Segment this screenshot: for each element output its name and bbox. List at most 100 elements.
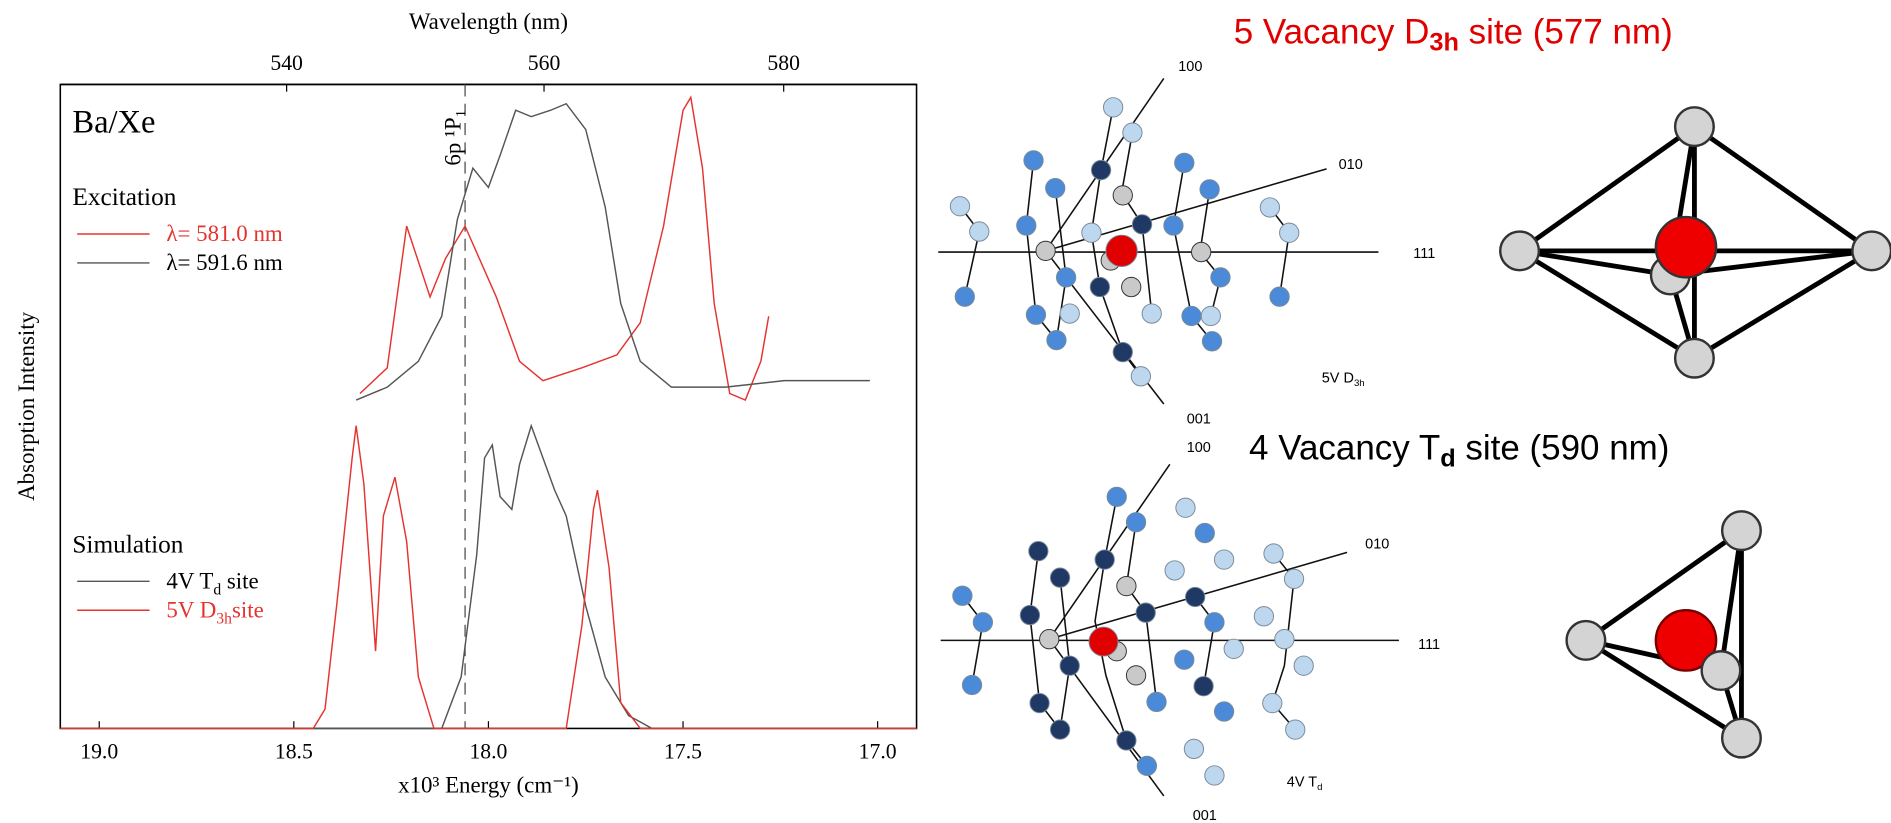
atom: [1223, 638, 1244, 659]
barium-atom: [1105, 234, 1138, 268]
atom: [1112, 342, 1133, 363]
legend-name: λ= 591.6 nm: [166, 250, 282, 275]
xenon-atom: [1700, 650, 1742, 692]
atom: [1081, 222, 1102, 243]
atom: [972, 612, 994, 633]
atom: [1213, 701, 1235, 722]
vacancy: [1039, 629, 1060, 650]
atom: [1049, 567, 1071, 588]
title-end: site (577 nm): [1459, 12, 1673, 51]
series-line: [60, 423, 917, 730]
atom: [1200, 305, 1221, 327]
legend-entry: λ= 591.6 nm: [166, 250, 282, 275]
edge: [1519, 248, 1671, 278]
atom: [1185, 586, 1206, 608]
atom: [1274, 629, 1295, 650]
atom: [1106, 486, 1127, 508]
label-text: 5V D: [1322, 370, 1354, 386]
bond: [1199, 189, 1222, 317]
diagram-title: 4 Vacancy Td site (590 nm): [1249, 428, 1669, 472]
diagram-texts: 5 Vacancy D3h site (577 nm) 4 Vacancy Td…: [1178, 12, 1672, 823]
bond: [1271, 553, 1296, 731]
bond: [1059, 577, 1071, 730]
legend-name-sub: 3h: [216, 611, 232, 628]
vacancy: [1116, 575, 1137, 597]
x-tick-label: 17.5: [664, 740, 702, 764]
atom: [1163, 215, 1184, 236]
atoms: [952, 486, 1314, 786]
atom: [1059, 655, 1080, 676]
x-axis-title: x10³ Energy (cm⁻¹): [398, 772, 579, 797]
atoms: [949, 97, 1300, 387]
atom: [1285, 719, 1306, 740]
atom: [1213, 549, 1235, 570]
barium-atom: [1654, 215, 1718, 279]
atom: [1045, 178, 1066, 199]
vacancy: [1191, 241, 1212, 263]
atom: [1279, 222, 1300, 243]
sample-label: Ba/Xe: [72, 105, 155, 141]
legend-name: λ= 581.0 nm: [166, 221, 282, 246]
vacancy: [1112, 185, 1133, 206]
atom: [1059, 303, 1080, 324]
vacancy: [1125, 665, 1147, 686]
atom: [1094, 549, 1115, 570]
x2-tick-label: 540: [270, 51, 303, 75]
diagram-label: 4V Td: [1287, 774, 1323, 793]
lattice-5v: [938, 77, 1379, 405]
bond: [1120, 132, 1153, 314]
legend-name: 4V T: [166, 569, 213, 594]
axis-label: 001: [1193, 808, 1217, 823]
atom: [1204, 765, 1225, 786]
vacancy: [1035, 240, 1056, 261]
series-line: [60, 425, 917, 730]
diagram-label: 5V D3h: [1322, 370, 1365, 389]
legend-name-sub: d: [213, 582, 221, 599]
atom: [1293, 655, 1314, 676]
edge: [1693, 124, 1874, 253]
label-text: 4V T: [1287, 774, 1317, 790]
legend-entry: λ= 581.0 nm: [166, 221, 282, 246]
legend-name-end: site: [221, 569, 259, 594]
atom: [1263, 543, 1284, 564]
atom: [1136, 755, 1158, 776]
atom: [952, 585, 973, 606]
xenon-atom: [1565, 619, 1607, 661]
tetrahedron: [1565, 510, 1762, 759]
atom: [1025, 304, 1047, 325]
atom: [1125, 512, 1147, 533]
atom: [1269, 286, 1290, 307]
atom: [1253, 606, 1275, 627]
atom: [1262, 692, 1283, 714]
edge: [1718, 530, 1744, 671]
atom: [1016, 215, 1037, 236]
x-tick-label: 19.0: [80, 740, 118, 764]
edge: [1584, 638, 1743, 741]
bond: [1194, 596, 1216, 687]
edge: [1584, 528, 1743, 643]
bond: [1172, 162, 1213, 342]
label-sub: 3h: [1354, 378, 1365, 389]
atom: [1174, 649, 1195, 670]
atom: [1019, 604, 1041, 626]
title-end: site (590 nm): [1456, 428, 1670, 467]
title-text: 4 Vacancy T: [1249, 428, 1440, 467]
atom: [1116, 730, 1137, 751]
atom: [1183, 738, 1205, 760]
atom: [1135, 602, 1156, 623]
x2-tick-label: 560: [528, 51, 561, 75]
atom: [1164, 560, 1185, 581]
legend-entry: 5V D3hsite: [166, 597, 263, 627]
axis-label: 100: [1187, 440, 1211, 456]
atom: [1199, 179, 1220, 200]
atom: [954, 286, 975, 307]
x2-tick-label: 580: [767, 51, 800, 75]
chart: Wavelength (nm) x10³ Energy (cm⁻¹) Absor…: [14, 9, 918, 797]
edge: [1518, 124, 1696, 253]
diagram-title: 5 Vacancy D3h site (577 nm): [1234, 12, 1673, 56]
axis-label: 010: [1339, 157, 1363, 173]
x-tick-label: 18.0: [469, 740, 507, 764]
